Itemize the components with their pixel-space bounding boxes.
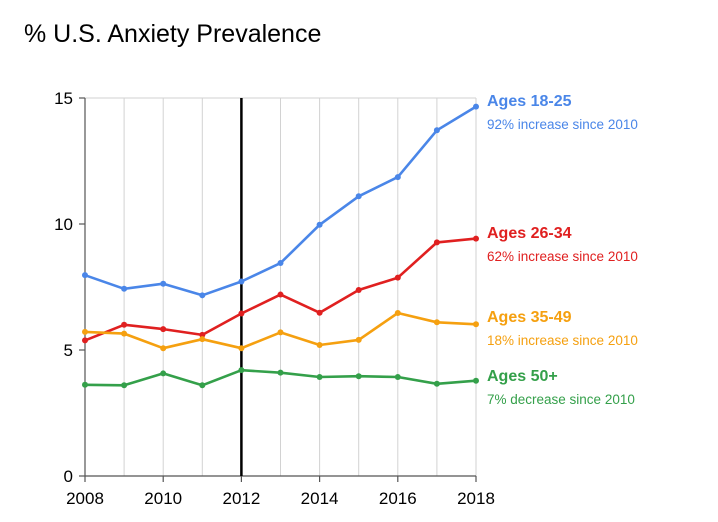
data-point: [473, 321, 479, 328]
data-point: [433, 380, 440, 387]
x-tick-label: 2016: [379, 489, 417, 508]
data-point: [394, 274, 401, 281]
data-point: [355, 336, 362, 343]
data-point: [433, 127, 440, 134]
data-point: [473, 103, 479, 110]
series-label: Ages 26-34: [487, 225, 572, 242]
x-tick-label: 2018: [457, 489, 495, 508]
y-tick-label: 5: [64, 341, 73, 360]
data-point: [199, 331, 206, 338]
data-point: [82, 337, 88, 344]
data-point: [121, 382, 128, 389]
y-tick-label: 10: [54, 215, 73, 234]
data-point: [121, 285, 128, 292]
series-label: Ages 50+: [487, 368, 558, 385]
data-point: [238, 278, 245, 285]
x-tick-label: 2010: [144, 489, 182, 508]
data-point: [160, 326, 167, 333]
series-label: Ages 35-49: [487, 309, 572, 326]
data-point: [277, 329, 284, 336]
data-point: [394, 174, 401, 181]
data-point: [121, 330, 128, 337]
data-point: [238, 310, 245, 317]
x-tick-label: 2008: [66, 489, 104, 508]
data-point: [394, 373, 401, 380]
data-point: [82, 272, 88, 279]
data-point: [199, 336, 206, 343]
data-point: [82, 328, 88, 335]
data-point: [433, 319, 440, 326]
data-point: [277, 260, 284, 267]
data-point: [355, 287, 362, 294]
y-tick-label: 15: [54, 89, 73, 108]
data-point: [199, 382, 206, 389]
data-point: [160, 280, 167, 287]
data-point: [238, 345, 245, 352]
data-point: [473, 235, 479, 242]
data-point: [238, 367, 245, 374]
data-point: [316, 221, 323, 228]
data-point: [160, 370, 167, 377]
chart-title: % U.S. Anxiety Prevalence: [24, 20, 322, 48]
data-point: [121, 321, 128, 328]
series-note: 7% decrease since 2010: [487, 392, 635, 407]
data-point: [355, 193, 362, 200]
data-point: [160, 345, 167, 352]
x-tick-label: 2012: [222, 489, 260, 508]
series-label: Ages 18-25: [487, 93, 572, 110]
data-point: [277, 291, 284, 298]
data-point: [316, 341, 323, 348]
series-note: 62% increase since 2010: [487, 249, 638, 264]
data-point: [199, 292, 206, 299]
data-point: [394, 309, 401, 316]
data-point: [82, 381, 88, 388]
data-point: [277, 369, 284, 376]
series-note: 92% increase since 2010: [487, 117, 638, 132]
data-point: [473, 377, 479, 384]
series-note: 18% increase since 2010: [487, 333, 638, 348]
data-point: [355, 373, 362, 380]
data-point: [433, 239, 440, 246]
data-point: [316, 373, 323, 380]
y-tick-label: 0: [64, 467, 73, 486]
data-point: [316, 309, 323, 316]
x-tick-label: 2014: [301, 489, 339, 508]
